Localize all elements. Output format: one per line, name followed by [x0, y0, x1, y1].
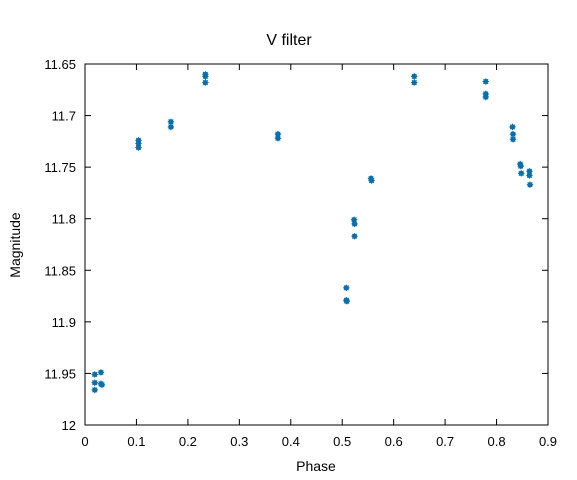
x-tick-label: 0.9 — [539, 434, 557, 449]
x-axis: 0 0.1 0.2 0.3 0.4 0.5 0.6 0.7 0.8 0.9 — [81, 64, 557, 449]
x-tick-label: 0.8 — [488, 434, 506, 449]
y-axis-label: Magnitude — [7, 212, 23, 278]
data-point — [274, 130, 282, 138]
data-point — [526, 172, 533, 179]
data-point — [97, 369, 105, 376]
x-tick-label: 0.7 — [436, 434, 454, 449]
data-point — [517, 162, 524, 170]
data-point — [91, 371, 98, 378]
x-tick-label: 0.3 — [230, 434, 248, 449]
y-tick-label: 11.85 — [44, 263, 76, 278]
x-tick-label: 0.4 — [282, 434, 300, 449]
data-point — [343, 298, 351, 305]
data-point — [482, 93, 489, 101]
data-point — [518, 170, 525, 177]
x-axis-label: Phase — [296, 458, 336, 474]
data-point — [482, 78, 489, 85]
data-point — [91, 386, 98, 394]
data-point — [526, 181, 534, 188]
data-point — [368, 177, 375, 184]
data-series — [91, 71, 534, 394]
data-point — [202, 79, 209, 86]
y-tick-label: 11.9 — [52, 315, 76, 330]
x-tick-label: 0.5 — [333, 434, 351, 449]
x-tick-label: 0.2 — [179, 434, 197, 449]
data-point — [411, 73, 418, 80]
x-tick-label: 0.1 — [127, 434, 145, 449]
y-tick-label: 11.7 — [52, 109, 76, 124]
data-point — [274, 135, 282, 142]
y-tick-label: 11.8 — [52, 212, 76, 227]
y-tick-label: 11.65 — [44, 57, 76, 72]
y-tick-label: 11.75 — [44, 160, 76, 175]
data-point — [351, 233, 358, 240]
x-tick-label: 0.6 — [385, 434, 403, 449]
data-point — [91, 379, 98, 386]
y-tick-label: 12 — [62, 418, 76, 433]
data-point — [509, 136, 517, 143]
data-point — [351, 220, 358, 228]
data-point — [202, 73, 209, 80]
x-tick-label: 0 — [81, 434, 88, 449]
data-point — [98, 381, 106, 388]
data-point — [509, 123, 516, 131]
data-point — [411, 79, 418, 86]
data-point — [343, 284, 350, 292]
data-point — [167, 123, 175, 131]
chart-title: V filter — [266, 32, 312, 49]
data-point — [135, 144, 142, 151]
y-axis: 11.65 11.7 11.75 11.8 11.85 11.9 11.95 12 — [44, 57, 548, 433]
plot-area — [84, 63, 549, 426]
y-tick-label: 11.95 — [44, 366, 76, 381]
